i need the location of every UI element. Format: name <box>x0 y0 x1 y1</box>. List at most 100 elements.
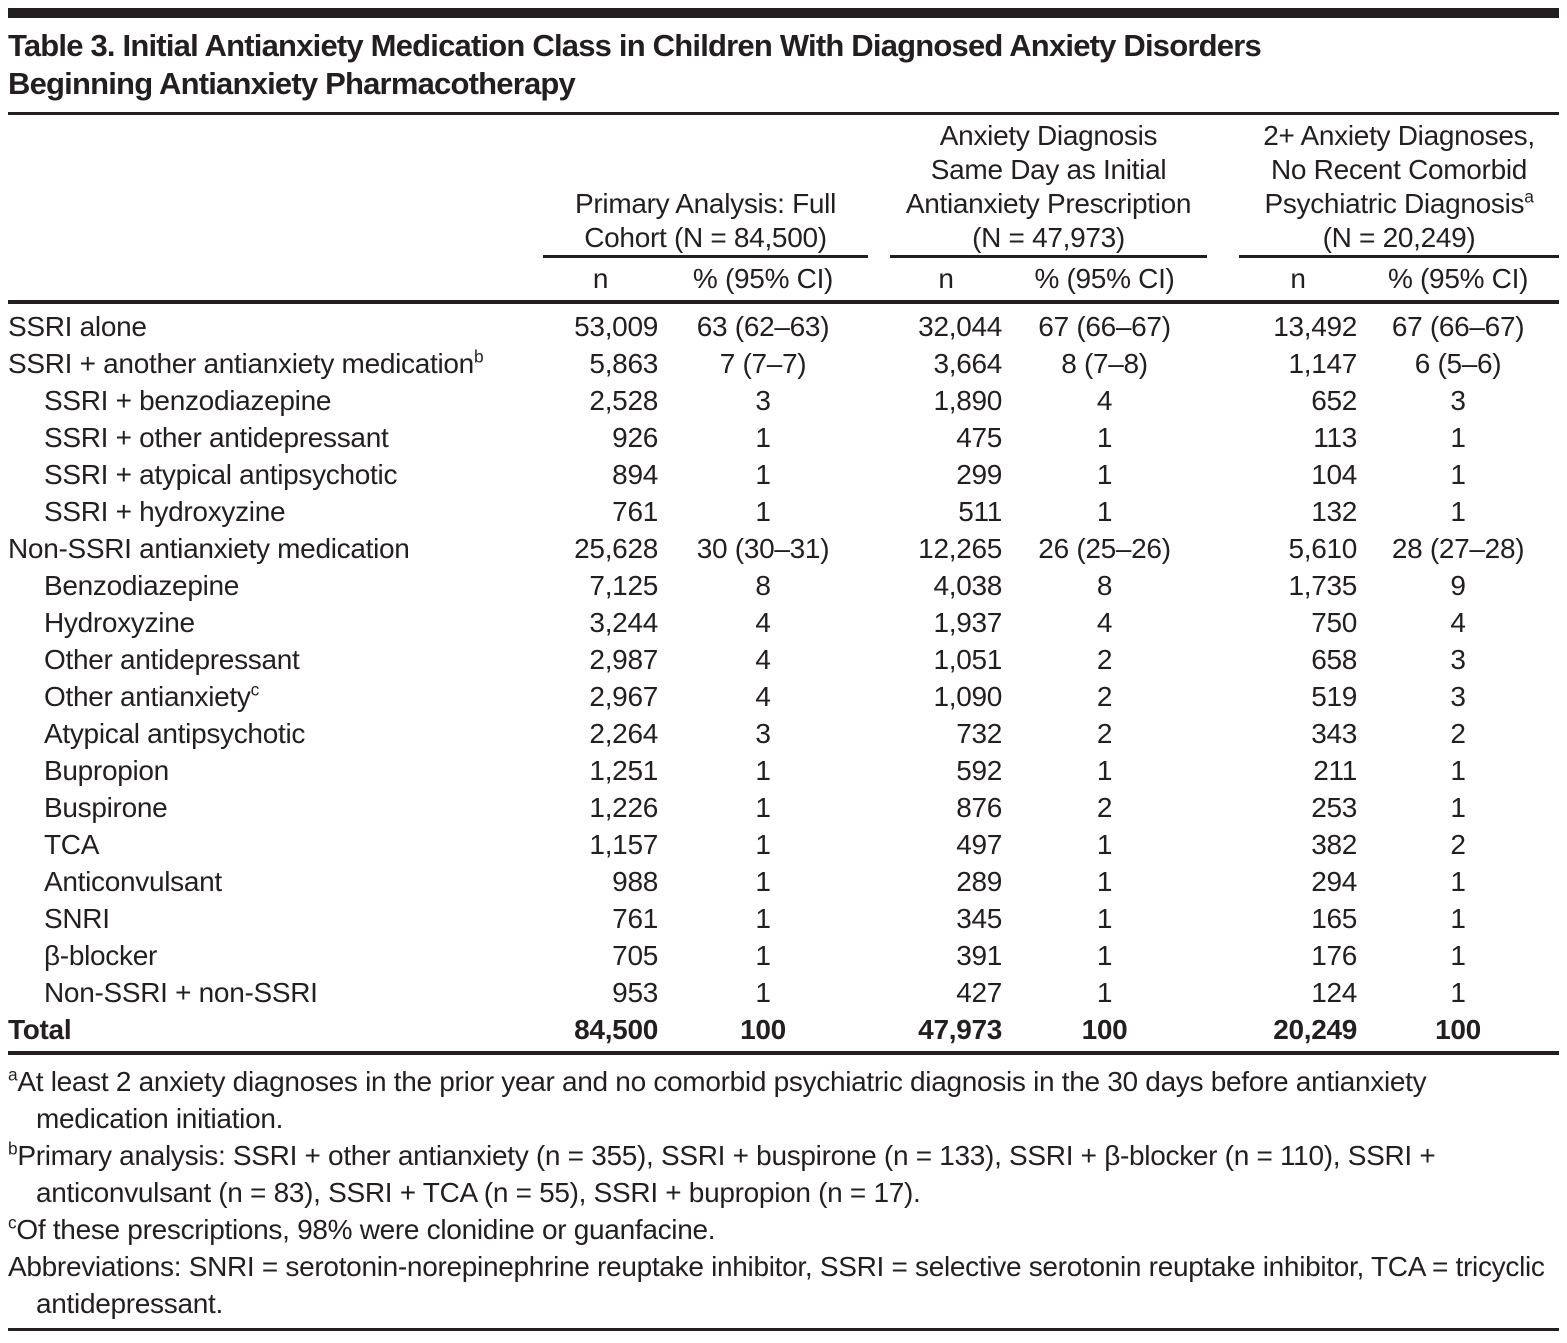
cell-pct: 1 <box>1450 792 1466 823</box>
footnote-marker: c <box>8 1212 17 1233</box>
row-label: Other antianxietyc <box>44 679 260 712</box>
cell-pct: 2 <box>1096 792 1113 823</box>
column-gap <box>868 302 890 345</box>
cell-n: 1,226 <box>589 792 658 823</box>
cell-pct: 1 <box>755 903 771 934</box>
group-header-row: Primary Analysis: Full Cohort (N = 84,500… <box>8 119 1560 258</box>
column-gap <box>868 345 890 382</box>
cell-n: 2,987 <box>589 644 658 675</box>
cell-pct: 100 <box>1357 1011 1560 1055</box>
cell-pct: 63 (62–63) <box>696 311 830 342</box>
table-row: Anticonvulsant 988 1 289 1 294 1 <box>8 863 1559 900</box>
title-rule <box>8 112 1559 115</box>
cell-n: 176 <box>1311 940 1358 971</box>
cell-n: 294 <box>1311 866 1358 897</box>
cell-n: 497 <box>956 829 1003 860</box>
table-row: SSRI + atypical antipsychotic 894 1 299 1 104… <box>8 456 1559 493</box>
cell-pct: 1 <box>755 422 771 453</box>
table-row: Benzodiazepine 7,125 8 4,038 8 1,735 9 <box>8 567 1559 604</box>
cell-pct: 4 <box>1096 607 1113 638</box>
cell-n: 2,967 <box>589 681 658 712</box>
cell-n: 1,051 <box>933 644 1003 675</box>
column-gap <box>868 456 890 493</box>
cell-pct: 1 <box>1450 755 1466 786</box>
column-gap <box>1207 789 1239 826</box>
cell-n: 519 <box>1311 681 1358 712</box>
cell-pct: 1 <box>1450 940 1466 971</box>
cell-n: 47,973 <box>890 1011 1002 1055</box>
cell-n: 1,937 <box>933 607 1003 638</box>
cell-n: 5,610 <box>1288 533 1358 564</box>
cell-n: 953 <box>612 977 658 1008</box>
group-header-2: Anxiety Diagnosis Same Day as Initial Anti… <box>890 119 1208 258</box>
cell-n: 2,528 <box>589 385 658 416</box>
cell-pct: 1 <box>1096 422 1113 453</box>
column-gap <box>1207 456 1239 493</box>
cell-n: 658 <box>1311 644 1358 675</box>
cell-pct: 4 <box>1450 607 1466 638</box>
column-gap <box>1207 493 1239 530</box>
cell-pct: 7 (7–7) <box>719 348 807 379</box>
column-header-n: n <box>1239 256 1358 304</box>
cell-n: 1,735 <box>1288 570 1358 601</box>
row-label: SSRI + atypical antipsychotic <box>44 459 398 490</box>
table-row: Other antidepressant 2,987 4 1,051 2 658 3 <box>8 641 1559 678</box>
top-rule <box>8 8 1559 18</box>
cell-n: 926 <box>612 422 658 453</box>
cell-pct: 4 <box>755 681 771 712</box>
row-label: β-blocker <box>44 940 157 971</box>
row-label-header-blank <box>8 119 543 257</box>
table-row: Non-SSRI antianxiety medication 25,628 30 … <box>8 530 1559 567</box>
column-gap <box>868 789 890 826</box>
column-gap <box>1207 752 1239 789</box>
table-row: Bupropion 1,251 1 592 1 211 1 <box>8 752 1559 789</box>
cell-n: 343 <box>1311 718 1358 749</box>
table-row: TCA 1,157 1 497 1 382 2 <box>8 826 1559 863</box>
cell-n: 511 <box>958 496 1003 527</box>
table-row: Other antianxietyc 2,967 4 1,090 2 519 3 <box>8 678 1559 715</box>
column-gap <box>868 752 890 789</box>
row-label: Atypical antipsychotic <box>44 718 306 749</box>
cell-pct: 2 <box>1096 644 1113 675</box>
cell-n: 84,500 <box>543 1011 658 1055</box>
cell-n: 592 <box>956 755 1003 786</box>
cell-pct: 1 <box>755 829 771 860</box>
cell-n: 299 <box>956 459 1003 490</box>
column-gap <box>868 419 890 456</box>
cell-n: 1,157 <box>589 829 658 860</box>
column-gap <box>1207 641 1239 678</box>
footnotes: aAt least 2 anxiety diagnoses in the pri… <box>8 1063 1559 1322</box>
cell-n: 1,251 <box>589 755 658 786</box>
cell-pct: 1 <box>1096 459 1113 490</box>
cell-n: 32,044 <box>918 311 1003 342</box>
row-label-header-blank <box>8 256 543 304</box>
column-header-n: n <box>890 256 1003 304</box>
column-gap <box>1207 863 1239 900</box>
cell-n: 4,038 <box>933 570 1003 601</box>
column-gap <box>1207 567 1239 604</box>
column-gap <box>868 119 890 257</box>
column-header-pct: % (95% CI) <box>1002 256 1208 304</box>
row-label: SSRI + other antidepressant <box>44 422 389 453</box>
table-title: Table 3. Initial Antianxiety Medication … <box>8 28 1262 101</box>
cell-n: 253 <box>1311 792 1358 823</box>
cell-pct: 8 (7–8) <box>1061 348 1148 379</box>
table-row: Buspirone 1,226 1 876 2 253 1 <box>8 789 1559 826</box>
cell-pct: 67 (66–67) <box>1391 311 1525 342</box>
footnote-b: bPrimary analysis: SSRI + other antianxi… <box>8 1138 1436 1208</box>
cell-n: 211 <box>1313 755 1358 786</box>
column-gap <box>868 715 890 752</box>
cell-n: 894 <box>612 459 658 490</box>
column-header-pct: % (95% CI) <box>1357 256 1560 304</box>
cell-n: 1,147 <box>1288 348 1358 379</box>
cell-n: 391 <box>956 940 1003 971</box>
table-row: SSRI + other antidepressant 926 1 475 1 113 1 <box>8 419 1559 456</box>
footnote-marker-b: b <box>473 346 484 367</box>
column-gap <box>1207 678 1239 715</box>
cell-pct: 1 <box>755 866 771 897</box>
cell-pct: 2 <box>1450 718 1466 749</box>
column-gap <box>1207 382 1239 419</box>
footnote-marker-c: c <box>250 679 260 700</box>
column-gap <box>1207 826 1239 863</box>
cell-n: 20,249 <box>1239 1011 1357 1055</box>
